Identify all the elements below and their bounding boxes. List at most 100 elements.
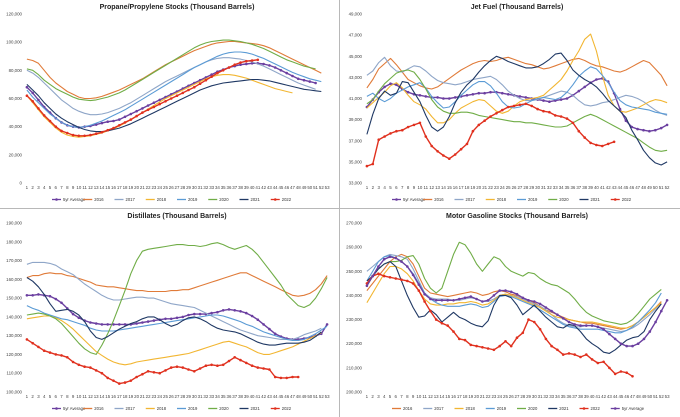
x-tick-label: 38 — [582, 185, 587, 190]
series-point-2022 — [175, 365, 179, 368]
series-line-2016 — [26, 272, 328, 297]
x-tick-label: 22 — [146, 394, 151, 399]
x-tick-label: 24 — [497, 394, 502, 399]
x-tick-label: 37 — [232, 394, 237, 399]
series-point-2022 — [498, 344, 501, 348]
x-tick-label: 12 — [428, 394, 433, 399]
series-point-2022 — [377, 138, 380, 141]
series-point-2022 — [394, 277, 398, 280]
series-point-2022 — [210, 363, 213, 367]
legend-item: 2020 — [548, 197, 569, 202]
series-point-2022 — [509, 344, 513, 348]
x-tick-label: 47 — [290, 185, 295, 190]
x-tick-label: 18 — [465, 185, 470, 190]
x-tick-label: 5 — [389, 394, 392, 399]
x-tick-label: 13 — [434, 394, 439, 399]
series-point-2022 — [579, 355, 582, 359]
series-point-5yr-average — [411, 273, 415, 277]
series-point-5yr-average — [262, 323, 265, 326]
series-point-5yr-average — [458, 297, 461, 301]
legend-item: 2016 — [83, 197, 104, 202]
legend-label: 2019 — [497, 406, 507, 411]
series-point-5yr-average — [388, 255, 392, 259]
series-line-2020 — [26, 242, 328, 355]
series-point-5yr-average — [268, 64, 271, 67]
x-tick-label: 37 — [572, 394, 577, 399]
series-point-5yr-average — [481, 300, 484, 303]
series-point-2022 — [383, 135, 386, 138]
legend-item: 2016 — [423, 197, 444, 202]
y-tick-label: 20,000 — [9, 152, 23, 157]
series-point-5yr-average — [383, 85, 386, 89]
legend-item: 2018 — [485, 197, 507, 202]
legend-item: 2019 — [485, 406, 507, 411]
x-tick-label: 2 — [31, 185, 34, 190]
x-tick-label: 9 — [413, 185, 416, 190]
series-point-5yr-average — [152, 101, 156, 104]
series-point-5yr-average — [37, 293, 40, 296]
series-point-2022 — [227, 359, 231, 363]
x-tick-label: 51 — [313, 394, 318, 399]
series-point-2022 — [613, 372, 617, 376]
series-point-2022 — [256, 58, 260, 62]
series-line-5yr-average — [366, 77, 668, 132]
legend-item: 2022 — [270, 197, 292, 202]
series-point-2022 — [256, 366, 260, 369]
x-tick-label: 18 — [123, 394, 128, 399]
y-tick-label: 80,000 — [9, 68, 23, 73]
series-point-2022 — [561, 353, 565, 356]
y-tick-label: 180,000 — [6, 239, 22, 244]
series-point-5yr-average — [533, 300, 536, 303]
x-tick-label: 20 — [476, 185, 481, 190]
series-point-2022 — [459, 147, 463, 151]
series-point-2022 — [54, 125, 58, 128]
series-point-5yr-average — [483, 91, 486, 95]
series-point-2022 — [602, 360, 605, 364]
series-point-2022 — [606, 142, 610, 146]
series-point-5yr-average — [296, 77, 300, 81]
series-point-2022 — [596, 361, 600, 365]
x-tick-label: 44 — [618, 185, 623, 190]
x-tick-label: 44 — [273, 394, 278, 399]
series-point-2022 — [477, 123, 481, 127]
series-point-2022 — [169, 97, 173, 100]
series-line-2017 — [366, 56, 668, 116]
y-tick-label: 43,000 — [349, 75, 363, 80]
legend-item: 2018 — [145, 406, 167, 411]
series-point-5yr-average — [446, 299, 449, 302]
legend-item: 5yr Average — [392, 197, 426, 202]
legend-label: 2016 — [403, 406, 413, 411]
x-tick-label: 25 — [506, 185, 511, 190]
series-point-2022 — [164, 369, 167, 372]
x-tick-label: 6 — [395, 185, 398, 190]
series-line-2019 — [366, 255, 662, 334]
series-point-5yr-average — [302, 78, 306, 82]
x-tick-label: 39 — [244, 185, 249, 190]
series-point-5yr-average — [233, 309, 236, 312]
x-tick-label: 26 — [512, 185, 517, 190]
legend-item: 2019 — [177, 197, 198, 202]
series-point-5yr-average — [642, 337, 646, 341]
series-point-5yr-average — [602, 327, 605, 331]
x-tick-label: 50 — [647, 394, 652, 399]
series-point-2022 — [423, 300, 426, 303]
series-point-5yr-average — [175, 316, 179, 320]
x-tick-label: 41 — [600, 185, 605, 190]
x-tick-label: 49 — [302, 394, 307, 399]
series-point-5yr-average — [106, 323, 109, 326]
series-point-5yr-average — [665, 123, 669, 127]
series-point-5yr-average — [492, 294, 496, 297]
series-point-2022 — [216, 364, 219, 367]
series-point-2022 — [158, 371, 161, 375]
series-point-2022 — [66, 131, 69, 135]
series-point-5yr-average — [221, 309, 225, 312]
legend-label: 2021 — [251, 197, 261, 202]
series-point-5yr-average — [365, 284, 369, 288]
series-point-5yr-average — [583, 85, 586, 89]
y-tick-label: 40,000 — [9, 124, 23, 129]
series-point-2022 — [106, 128, 109, 132]
x-tick-label: 27 — [175, 185, 180, 190]
x-tick-label: 52 — [665, 185, 670, 190]
x-tick-label: 9 — [72, 394, 75, 399]
series-point-2022 — [37, 345, 40, 349]
